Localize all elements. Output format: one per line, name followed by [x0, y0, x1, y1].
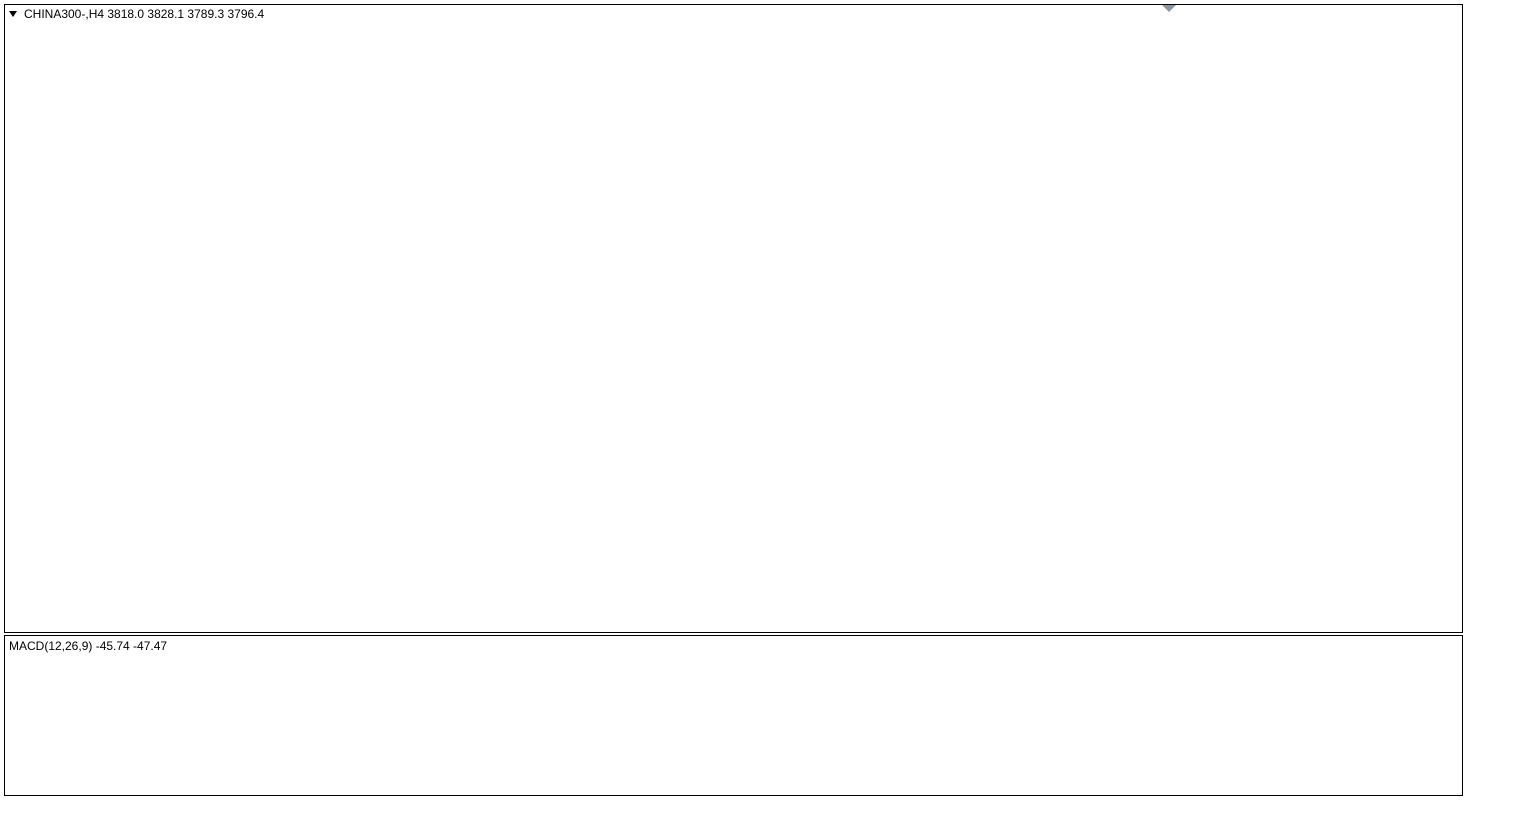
macd-frame	[4, 635, 1463, 796]
menu-arrow[interactable]	[9, 11, 17, 17]
shift-marker	[1162, 5, 1176, 12]
macd-title: MACD(12,26,9) -45.74 -47.47	[9, 639, 167, 653]
price-frame	[4, 4, 1463, 633]
chart-title: CHINA300-,H4 3818.0 3828.1 3789.3 3796.4	[24, 7, 265, 21]
